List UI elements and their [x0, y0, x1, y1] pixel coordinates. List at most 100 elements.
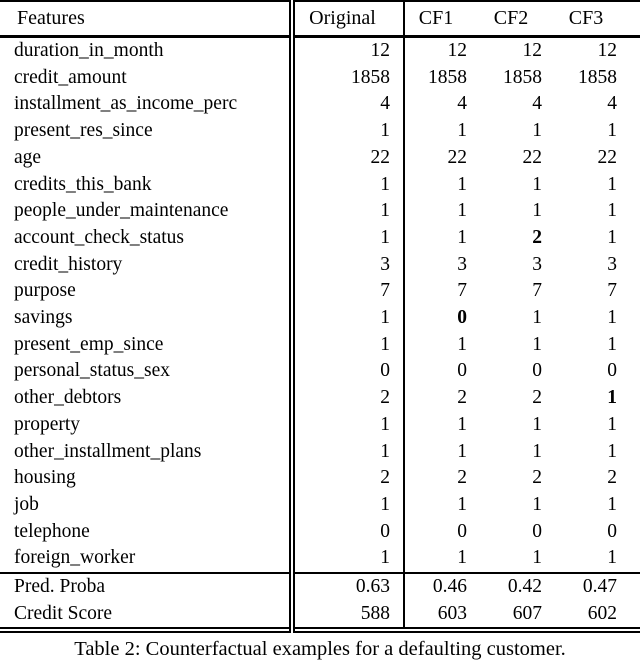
value-cell-cf3: 0 [607, 360, 617, 382]
value-cell-cf2: 607 [512, 602, 542, 624]
feature-name-cell: Pred. Proba [0, 572, 295, 601]
value-cell-cf3: 0 [607, 520, 617, 542]
feature-name-cell: housing [0, 465, 295, 492]
value-cell-original: 1858 [292, 64, 405, 92]
table-header: Features Original CF1 CF2 CF3 [0, 1, 640, 38]
feature-row: other_installment_plans 1 1 1 1 [0, 438, 640, 466]
value-cell-cf2: 1 [532, 493, 542, 515]
feature-row: credits_this_bank 1 1 1 1 [0, 171, 640, 199]
feature-rows: duration_in_month 12 12 12 12 credit_amount 18… [0, 36, 640, 574]
feature-name-cell: foreign_worker [0, 545, 295, 574]
feature-row: people_under_maintenance 1 1 1 1 [0, 198, 640, 225]
feature-name-cell: present_emp_since [0, 331, 295, 359]
value-cell-cf1: 2 [457, 387, 467, 409]
column-header-cf1: CF1 [404, 1, 480, 38]
feature-name-cell: purpose [0, 278, 295, 306]
value-cell-cf1: 0.46 [404, 572, 480, 601]
value-cell-cf1: 1 [457, 200, 467, 222]
feature-row: foreign_worker 1 1 1 1 [0, 545, 640, 574]
feature-row: telephone 0 0 0 0 [0, 518, 640, 546]
feature-row: age 22 22 22 22 [0, 144, 640, 172]
value-cell-cf1: 1 [457, 440, 467, 462]
value-cell-original: 0 [292, 358, 405, 386]
value-cell-cf3: 12 [597, 40, 618, 61]
value-cell-cf2: 1 [532, 413, 542, 435]
value-cell-cf3: 602 [587, 602, 617, 624]
value-cell-cf3: 1 [607, 226, 617, 248]
value-cell-original: 22 [292, 144, 405, 172]
feature-name-cell: credit_amount [0, 64, 295, 92]
value-cell-cf2: 7 [532, 280, 542, 302]
value-cell-original: 1 [292, 224, 405, 252]
value-cell-original: 12 [292, 36, 405, 65]
feature-name-cell: telephone [0, 518, 295, 546]
value-cell-cf2: 2 [532, 226, 542, 248]
value-cell-original: 0.63 [292, 572, 405, 601]
value-cell-cf3: 3 [607, 253, 617, 275]
value-cell-original: 2 [292, 385, 405, 412]
column-header-cf3: CF3 [555, 1, 640, 38]
value-cell-cf1: 7 [457, 280, 467, 302]
value-cell-cf2: 1 [532, 120, 542, 142]
feature-row: purpose 7 7 7 7 [0, 278, 640, 306]
feature-row: present_emp_since 1 1 1 1 [0, 331, 640, 359]
feature-name-cell: credits_this_bank [0, 171, 295, 199]
value-cell-original: 1 [292, 545, 405, 574]
feature-row: present_res_since 1 1 1 1 [0, 118, 640, 145]
value-cell-cf2: 3 [532, 253, 542, 275]
feature-name-cell: job [0, 491, 295, 519]
value-cell-cf1: 1 [457, 226, 467, 248]
value-cell-cf1: 12 [447, 40, 468, 61]
value-cell-cf2: 0.42 [480, 572, 555, 601]
feature-row: other_debtors 2 2 2 1 [0, 385, 640, 412]
feature-name-cell: Credit Score [0, 600, 295, 631]
value-cell-cf2: 22 [522, 146, 543, 168]
value-cell-original: 1 [292, 411, 405, 439]
value-cell-original: 1 [292, 305, 405, 332]
summary-row: Credit Score 588 603 607 602 [0, 600, 640, 631]
table-caption: Table 2: Counterfactual examples for a d… [74, 638, 566, 661]
value-cell-original: 3 [292, 251, 405, 279]
value-cell-original: 7 [292, 278, 405, 306]
value-cell-cf3: 4 [607, 93, 617, 115]
value-cell-cf1: 0 [457, 360, 467, 382]
value-cell-original: 0 [292, 518, 405, 546]
value-cell-cf3: 22 [597, 146, 618, 168]
value-cell-original: 1 [292, 118, 405, 145]
value-cell-cf3: 1 [607, 333, 617, 355]
feature-name-cell: credit_history [0, 251, 295, 279]
feature-name-cell: property [0, 411, 295, 439]
value-cell-cf3: 1 [607, 387, 617, 409]
value-cell-original: 1 [292, 491, 405, 519]
feature-row: credit_amount 1858 1858 1858 1858 [0, 64, 640, 92]
summary-rows: Pred. Proba 0.63 0.46 0.42 0.47 Credit Score 5… [0, 572, 640, 631]
value-cell-cf3: 1 [607, 200, 617, 222]
value-cell-original: 1 [292, 198, 405, 225]
feature-row: job 1 1 1 1 [0, 491, 640, 519]
value-cell-cf1: 1 [457, 493, 467, 515]
value-cell-cf3: 2 [607, 467, 617, 489]
value-cell-cf2: 1 [532, 200, 542, 222]
value-cell-cf1: 0 [457, 307, 467, 329]
value-cell-original: 2 [292, 465, 405, 492]
feature-name-cell: present_res_since [0, 118, 295, 145]
feature-name-cell: other_debtors [0, 385, 295, 412]
feature-name-cell: age [0, 144, 295, 172]
feature-row: housing 2 2 2 2 [0, 465, 640, 492]
feature-row: installment_as_income_perc 4 4 4 4 [0, 91, 640, 119]
feature-name-cell: people_under_maintenance [0, 198, 295, 225]
value-cell-original: 1 [292, 171, 405, 199]
value-cell-cf2: 2 [532, 467, 542, 489]
value-cell-cf2: 4 [532, 93, 542, 115]
value-cell-cf1: 1 [457, 547, 467, 569]
value-cell-cf1: 3 [457, 253, 467, 275]
value-cell-original: 4 [292, 91, 405, 119]
counterfactual-table: Features Original CF1 CF2 CF3 duration_i… [0, 0, 640, 634]
value-cell-cf2: 1 [532, 547, 542, 569]
value-cell-cf2: 0 [532, 360, 542, 382]
value-cell-cf2: 1 [532, 173, 542, 195]
value-cell-cf1: 1 [457, 333, 467, 355]
value-cell-original: 1 [292, 438, 405, 466]
value-cell-original: 1 [292, 331, 405, 359]
value-cell-cf3: 1 [607, 120, 617, 142]
